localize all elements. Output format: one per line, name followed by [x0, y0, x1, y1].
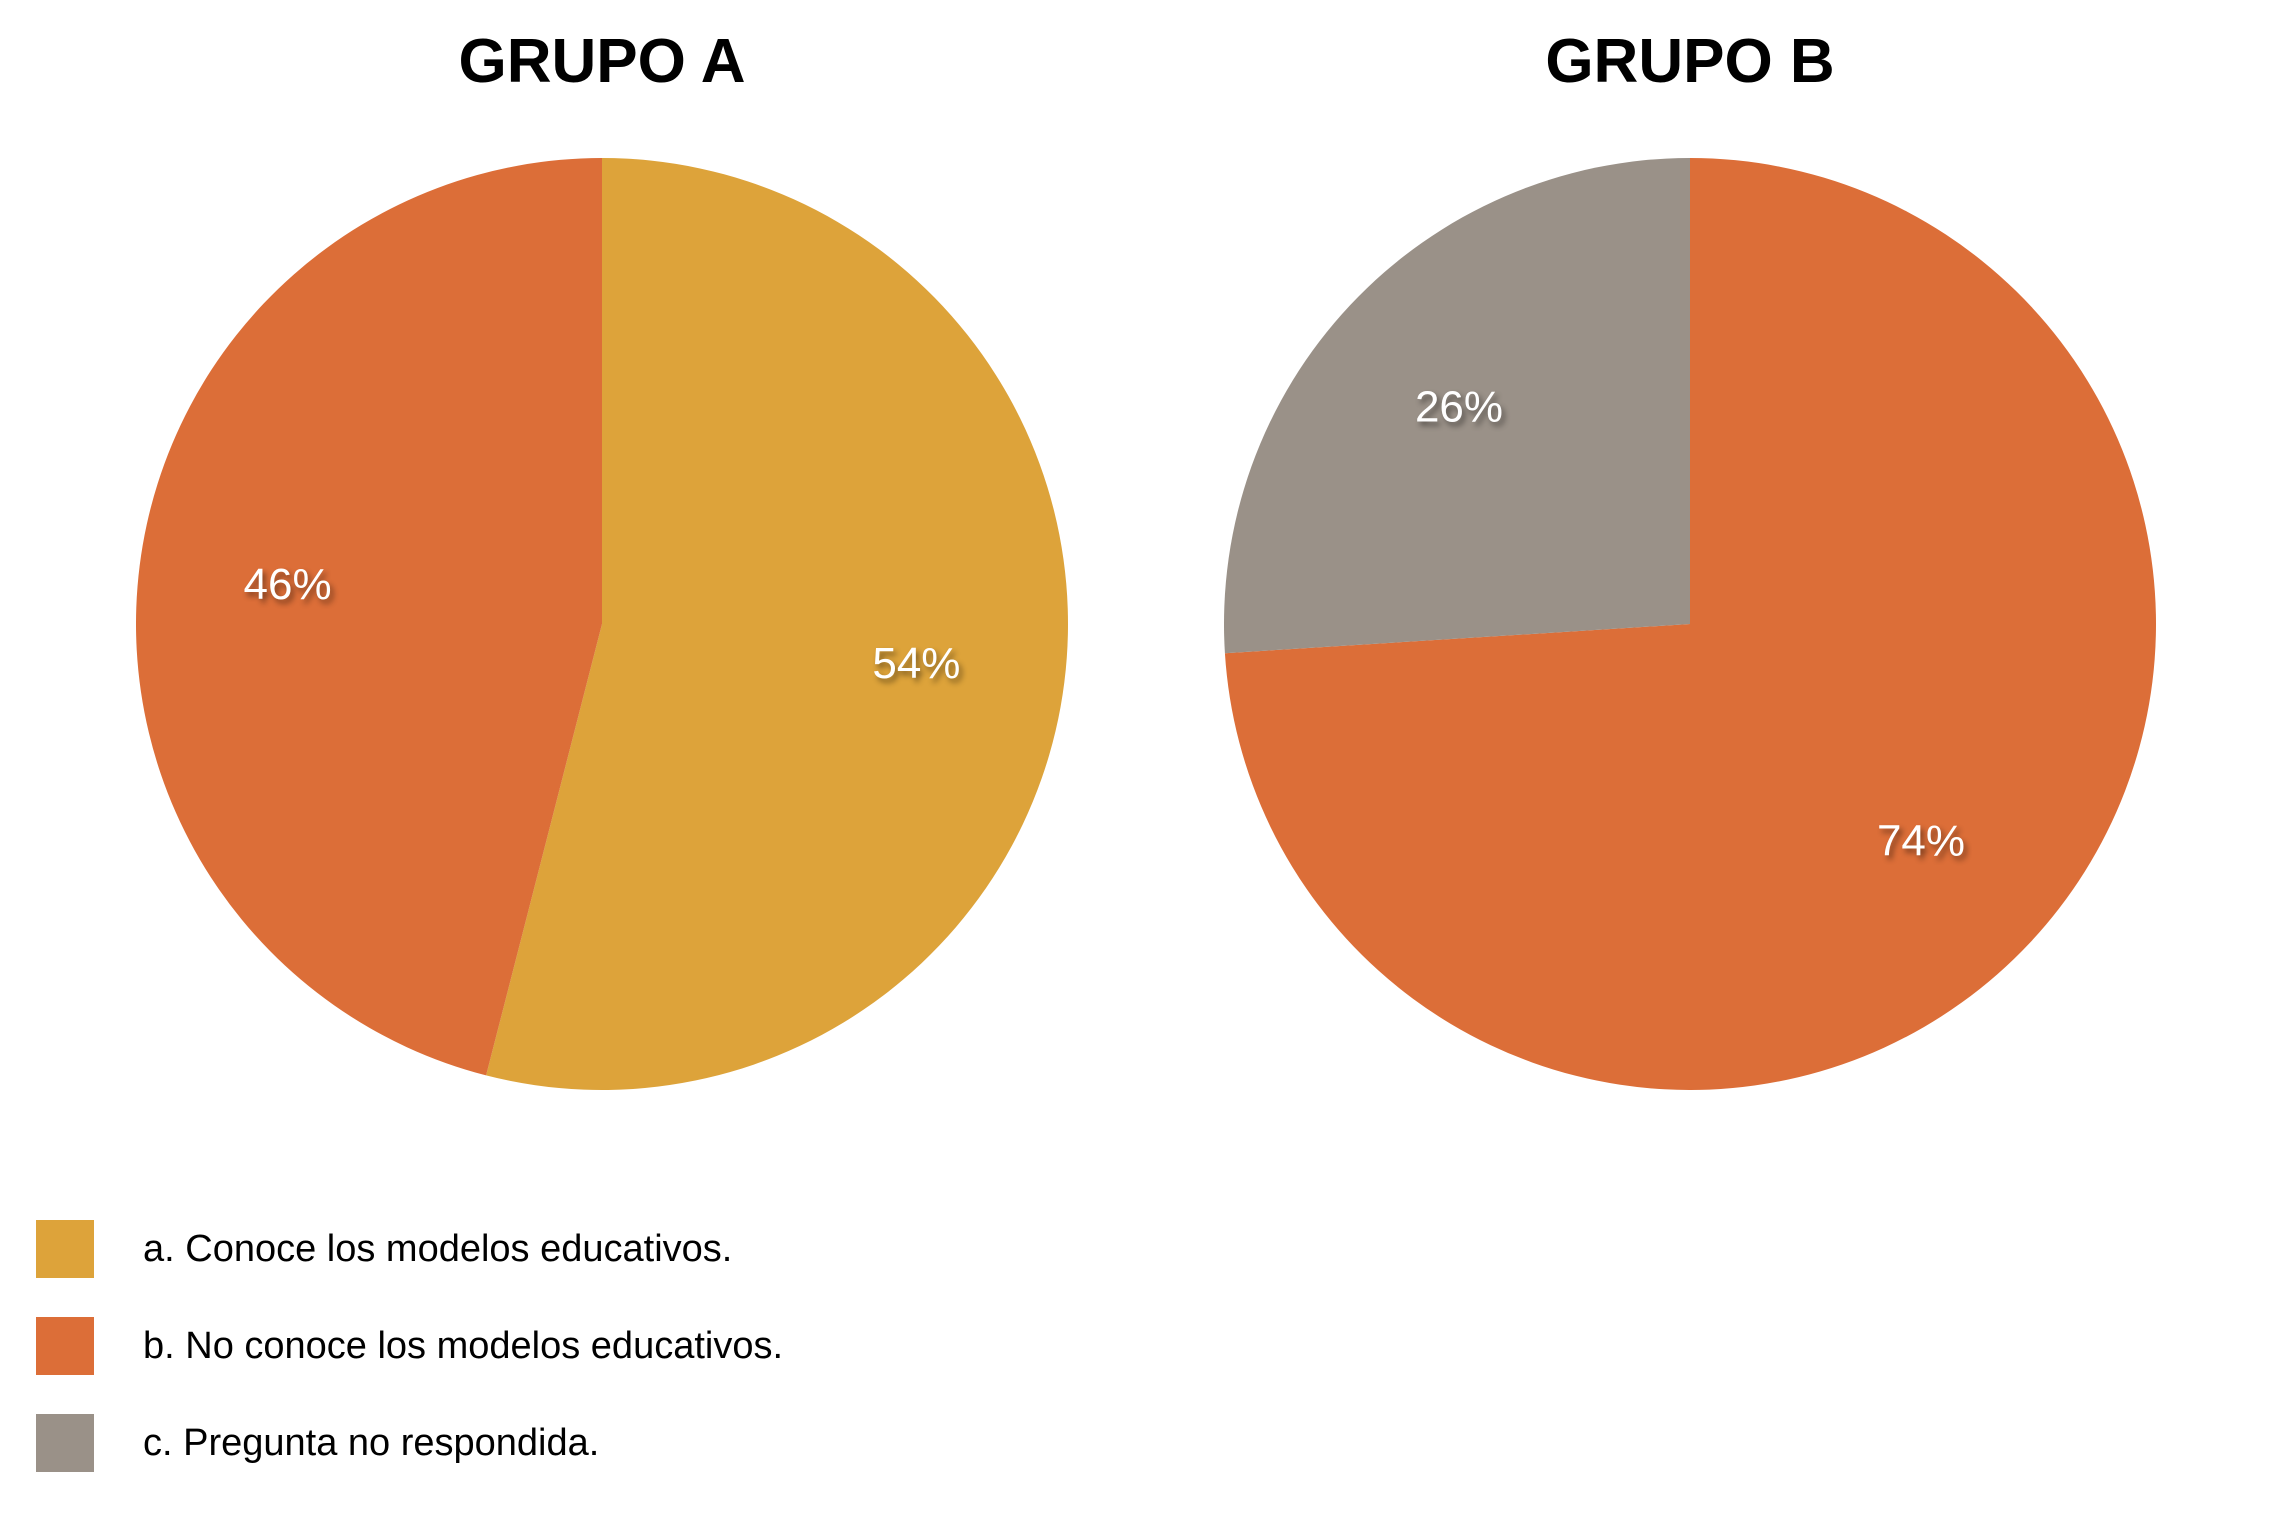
pie-slice-b — [1224, 158, 2156, 1090]
legend-label-a: a. Conoce los modelos educativos. — [143, 1227, 733, 1270]
pie-data-label-b: 46% — [244, 560, 332, 609]
legend-label-b: b. No conoce los modelos educativos. — [143, 1324, 784, 1367]
pie-chart-grupo-b: 74% 26% — [1224, 158, 2156, 1090]
chart-legend: a. Conoce los modelos educativos. b. No … — [36, 1220, 783, 1472]
pie-data-label-b: 74% — [1877, 816, 1965, 865]
legend-swatch-a — [36, 1220, 94, 1278]
legend-swatch-b — [36, 1317, 94, 1375]
chart-title-grupo-b: GRUPO B — [1545, 27, 1835, 96]
chart-title-grupo-a: GRUPO A — [458, 27, 746, 96]
pie-slice-a — [486, 158, 1068, 1090]
pie-data-label-c: 26% — [1415, 383, 1503, 432]
legend-swatch-c — [36, 1414, 94, 1472]
pie-data-label-a: 54% — [872, 639, 960, 688]
legend-label-c: c. Pregunta no respondida. — [143, 1421, 600, 1464]
legend-item-b: b. No conoce los modelos educativos. — [36, 1317, 783, 1375]
legend-item-a: a. Conoce los modelos educativos. — [36, 1220, 783, 1278]
pie-slice-b — [136, 158, 602, 1076]
pie-slice-c — [1224, 158, 1690, 654]
legend-item-c: c. Pregunta no respondida. — [36, 1414, 783, 1472]
pie-chart-grupo-a: 54% 46% — [136, 158, 1068, 1090]
